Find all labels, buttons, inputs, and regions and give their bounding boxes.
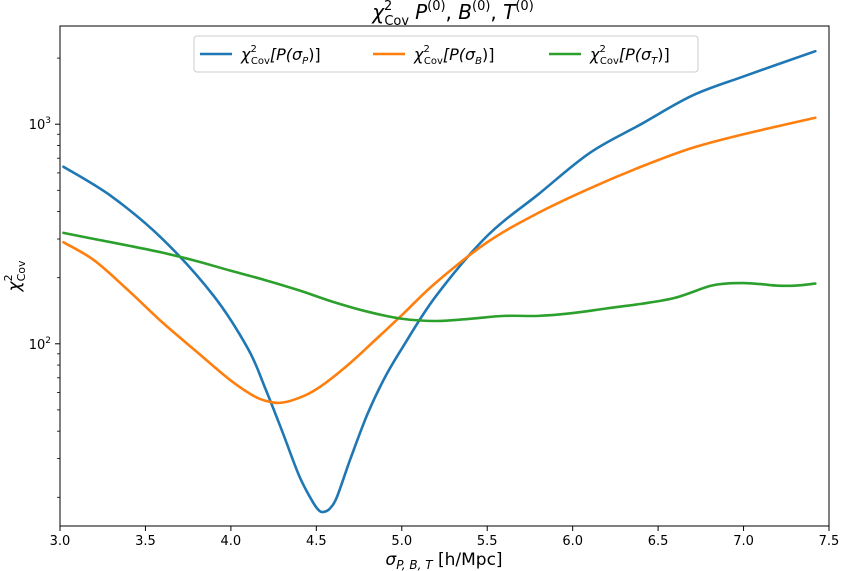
x-tick-label: 5.5	[477, 534, 498, 549]
x-tick-label: 3.0	[50, 534, 71, 549]
legend-label-3: χ2 Cov[P(σT)]	[589, 44, 670, 67]
legend-label-1: χ2 Cov[P(σP)]	[240, 44, 321, 67]
plot-area	[59, 25, 830, 527]
x-tick-label: 3.5	[135, 534, 156, 549]
series-line-3	[62, 231, 817, 323]
x-tick-label: 4.5	[306, 534, 327, 549]
series-line-1	[62, 49, 817, 514]
series-layer	[62, 49, 817, 514]
x-axis: 3.0 3.5 4.0 4.5 5.0 5.5 6.0 6.5 7.0 7.5	[50, 526, 840, 549]
y-tick-label: 102	[29, 336, 51, 353]
y-axis-label: χ2Cov	[2, 260, 28, 292]
chart-title: χ2 Cov P(0), B(0), T(0)	[371, 0, 534, 29]
legend-label-2: χ2 Cov[P(σB)]	[413, 44, 495, 67]
series-line-2	[62, 116, 817, 405]
y-tick-label: 103	[29, 116, 51, 133]
x-tick-label: 6.5	[648, 534, 669, 549]
legend-box	[193, 35, 699, 73]
x-tick-label: 4.0	[221, 534, 242, 549]
x-tick-label: 5.0	[391, 534, 412, 549]
legend: χ2 Cov[P(σP)] χ2 Cov[P(σB)] χ2 Cov[P(σT)]	[193, 35, 699, 73]
x-axis-label: σP, B, T [h/Mpc]	[385, 550, 502, 571]
x-tick-label: 6.0	[562, 534, 583, 549]
x-tick-label: 7.5	[819, 534, 840, 549]
x-tick-label: 7.0	[733, 534, 754, 549]
y-axis: 102 103	[29, 57, 60, 498]
